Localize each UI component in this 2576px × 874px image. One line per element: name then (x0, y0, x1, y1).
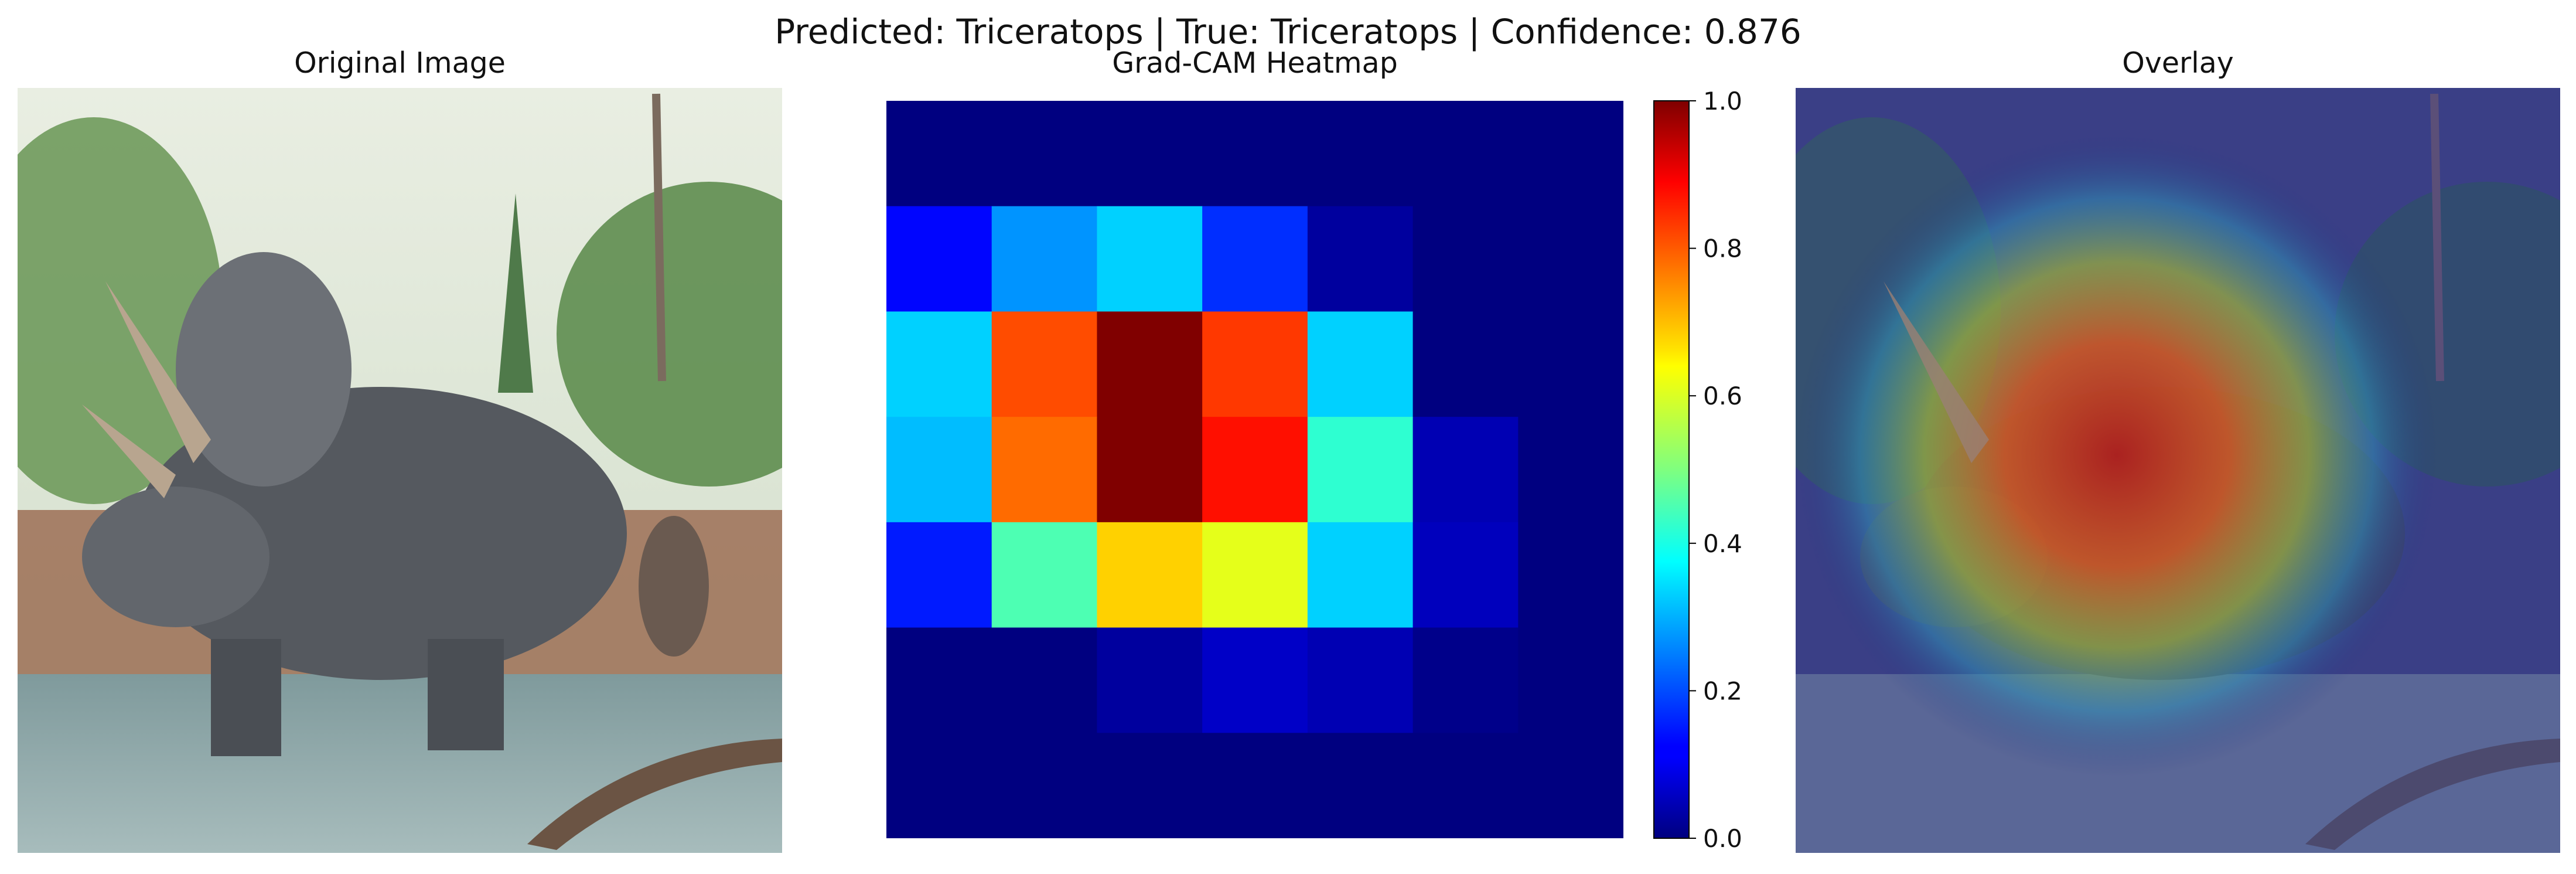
heatmap-cell (991, 417, 1098, 523)
dead-tree (652, 93, 666, 382)
heatmap-cell (991, 522, 1098, 628)
original-image (18, 88, 782, 853)
overlay-heat (1796, 88, 2560, 853)
pine-tree (498, 193, 533, 393)
fallen-log (527, 739, 782, 850)
colorbar-tick-label: 0.6 (1703, 382, 1742, 410)
heatmap-cell (1097, 206, 1203, 312)
figure-suptitle: Predicted: Triceratops | True: Tricerato… (774, 12, 1802, 52)
heatmap-cell (1307, 101, 1414, 207)
triceratops-horn-2 (82, 404, 176, 498)
triceratops-horn (105, 281, 211, 463)
heatmap-cell (1097, 627, 1203, 733)
heatmap-cell (1412, 627, 1519, 733)
colorbar-gradient (1653, 100, 1690, 839)
heatmap-cell (1097, 101, 1203, 207)
overlay-horn (1884, 281, 1989, 463)
original-image-title: Original Image (294, 46, 506, 80)
heatmap-cell (1518, 417, 1623, 523)
heatmap-cell (1202, 101, 1308, 207)
colorbar-tick-label: 1.0 (1703, 87, 1742, 115)
gradcam-heatmap (886, 101, 1623, 838)
heatmap-cell (1097, 417, 1203, 523)
heatmap-cell (1307, 522, 1414, 628)
overlay-title: Overlay (2122, 46, 2234, 80)
heatmap-cell (991, 101, 1098, 207)
colorbar-tick-label: 0.4 (1703, 529, 1742, 558)
heatmap-cell (1412, 522, 1519, 628)
heatmap-cell (1202, 522, 1308, 628)
heatmap-cell (1412, 101, 1519, 207)
heatmap-cell (1518, 101, 1623, 207)
heatmap-cell (1518, 311, 1623, 417)
heatmap-cell (1202, 311, 1308, 417)
heatmap-cell (1202, 206, 1308, 312)
heatmap-cell (1097, 522, 1203, 628)
heatmap-cell (991, 733, 1098, 838)
triceratops-head (82, 487, 269, 627)
heatmap-cell (1097, 311, 1203, 417)
heatmap-cell (886, 311, 992, 417)
colorbar-tick-label: 0.0 (1703, 824, 1742, 853)
heatmap-cell (991, 627, 1098, 733)
heatmap-cell (1202, 417, 1308, 523)
heatmap-cell (1518, 522, 1623, 628)
heatmap-cell (886, 101, 992, 207)
heatmap-cell (1412, 417, 1519, 523)
triceratops-frill (176, 252, 352, 487)
heatmap-cell (1307, 417, 1414, 523)
heatmap-cell (1518, 627, 1623, 733)
heatmap-cell (1307, 627, 1414, 733)
heatmap-cell (991, 311, 1098, 417)
heatmap-cell (1412, 733, 1519, 838)
colorbar: 0.0 0.2 0.4 0.6 0.8 1.0 (1653, 87, 1742, 853)
water (18, 674, 782, 853)
overlay-fallen-log (2305, 739, 2560, 850)
colorbar-tick-label: 0.8 (1703, 234, 1742, 263)
heatmap-title: Grad-CAM Heatmap (1112, 46, 1398, 80)
front-leg (211, 639, 281, 756)
heatmap-cell (1307, 733, 1414, 838)
heatmap-cell (1518, 733, 1623, 838)
overlay-image (1796, 88, 2560, 853)
heatmap-cell (1412, 206, 1519, 312)
heatmap-cell (886, 522, 992, 628)
heatmap-cell (1307, 206, 1414, 312)
heatmap-cell (1518, 206, 1623, 312)
heatmap-cell (1097, 733, 1203, 838)
heatmap-cell (1307, 311, 1414, 417)
small-dinosaur (639, 516, 709, 657)
rear-leg (428, 639, 504, 750)
heatmap-cell (1202, 733, 1308, 838)
heatmap-cell (1202, 627, 1308, 733)
heatmap-cell (1412, 311, 1519, 417)
right-foliage (557, 182, 782, 487)
heatmap-cell (886, 733, 992, 838)
heatmap-cell (886, 627, 992, 733)
heatmap-cell (886, 206, 992, 312)
colorbar-tick-label: 0.2 (1703, 676, 1742, 705)
heatmap-cell (991, 206, 1098, 312)
heatmap-cell (886, 417, 992, 523)
